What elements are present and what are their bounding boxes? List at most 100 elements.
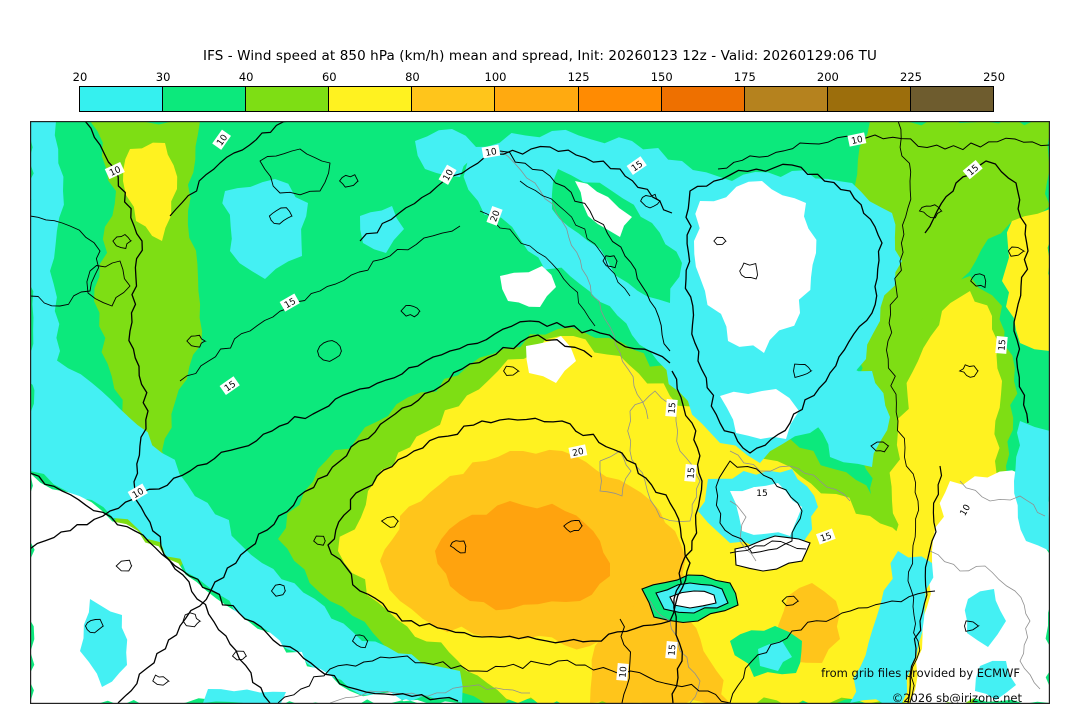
contour-label: 15 bbox=[815, 528, 836, 545]
contour-label-box bbox=[753, 487, 771, 498]
colorbar-segment-1 bbox=[162, 87, 246, 111]
fill-region-cyan-34 bbox=[964, 589, 1006, 647]
spread-contour-layer bbox=[30, 121, 1050, 704]
spread-contour-island-8 bbox=[918, 204, 943, 219]
colorbar-tick-20: 20 bbox=[72, 70, 88, 84]
wind-speed-map: 1010101015151020151510201515151510151510… bbox=[30, 121, 1050, 704]
contour-label-value: 15 bbox=[687, 467, 698, 479]
colorbar-tick-125: 125 bbox=[567, 70, 590, 84]
spread-contour-7 bbox=[327, 417, 691, 644]
spread-contour-12 bbox=[179, 225, 461, 382]
colorbar-segment-4 bbox=[411, 87, 495, 111]
coastline-0 bbox=[499, 150, 649, 420]
colorbar-tick-150: 150 bbox=[650, 70, 673, 84]
contour-label-box bbox=[665, 399, 678, 417]
contour-label-value: 15 bbox=[668, 402, 679, 414]
fill-region-chartreuse-0 bbox=[90, 121, 202, 626]
colorbar-tick-175: 175 bbox=[733, 70, 756, 84]
spread-contour-2 bbox=[359, 145, 673, 242]
fill-region-yellow-6 bbox=[123, 142, 178, 241]
contour-label-value: 10 bbox=[485, 147, 498, 159]
contour-label: 20 bbox=[568, 444, 588, 459]
spread-contour-24 bbox=[907, 465, 943, 704]
spread-contour-island-12 bbox=[563, 519, 583, 533]
contour-label: 10 bbox=[104, 161, 125, 180]
coastline-8 bbox=[329, 684, 530, 704]
contour-label-box bbox=[626, 156, 647, 175]
contour-label-value: 15 bbox=[819, 531, 833, 544]
fill-region-white-19 bbox=[30, 473, 458, 704]
spread-contour-23 bbox=[729, 540, 807, 554]
spread-contour-island-23 bbox=[640, 193, 661, 209]
contour-label-value: 20 bbox=[572, 447, 586, 459]
fill-region-cyan-20 bbox=[80, 599, 128, 687]
spread-contour-0 bbox=[84, 121, 271, 704]
colorbar-segment-9 bbox=[826, 87, 910, 111]
fill-region-cyan-33 bbox=[850, 551, 934, 704]
spread-contour-island-18 bbox=[270, 583, 287, 597]
contour-label-box bbox=[962, 159, 983, 180]
spread-contour-22 bbox=[479, 210, 596, 327]
contour-label-box bbox=[847, 132, 867, 147]
map-container: 10 10 10 10 15 15 10 20 15 15 10 20 15 15 15 15 10 15 15 10… bbox=[30, 121, 1050, 704]
spread-contour-4 bbox=[924, 160, 1029, 424]
contour-label-value: 10 bbox=[619, 666, 630, 679]
spread-contour-14 bbox=[886, 121, 921, 704]
contour-label: 10 bbox=[616, 663, 630, 681]
spread-contour-island-13 bbox=[449, 540, 467, 554]
contour-label-box bbox=[815, 528, 836, 545]
spread-contour-island-0 bbox=[268, 207, 293, 225]
coastline-6 bbox=[929, 550, 1041, 690]
spread-contour-13 bbox=[684, 163, 883, 454]
fill-region-white-40 bbox=[669, 590, 717, 609]
fill-region-yellow-7 bbox=[1002, 209, 1050, 351]
coastline-5 bbox=[729, 500, 757, 562]
spread-contour-island-3 bbox=[186, 334, 207, 348]
colorbar-segment-0 bbox=[80, 87, 163, 111]
spread-contour-island-10 bbox=[793, 363, 813, 378]
colorbar-tick-100: 100 bbox=[484, 70, 507, 84]
spread-contour-island-19 bbox=[351, 634, 369, 649]
fill-region-white-30 bbox=[730, 483, 802, 536]
spread-contour-island-1 bbox=[338, 174, 359, 188]
fill-region-white-25 bbox=[694, 181, 817, 353]
spread-contour-1 bbox=[169, 121, 293, 217]
spread-contour-island-17 bbox=[84, 618, 104, 634]
contour-label: 15 bbox=[684, 464, 697, 482]
colorbar-segment-10 bbox=[909, 87, 994, 111]
colorbar-segment-2 bbox=[245, 87, 329, 111]
contour-label-value: 15 bbox=[756, 489, 767, 499]
spread-contour-20 bbox=[499, 150, 671, 352]
contour-label: 15 bbox=[753, 487, 771, 499]
spread-contour-10 bbox=[715, 460, 803, 554]
fill-region-white-32 bbox=[910, 467, 1050, 704]
spread-contour-island-27 bbox=[313, 535, 326, 546]
spread-contour-island-4 bbox=[317, 340, 342, 362]
fill-region-white-24 bbox=[575, 181, 632, 237]
spread-contour-island-29 bbox=[152, 674, 170, 686]
contour-label: 15 bbox=[995, 336, 1008, 354]
contour-label: 10 bbox=[481, 144, 501, 159]
spread-contour-21 bbox=[519, 180, 631, 297]
fill-region-cyan-36 bbox=[1014, 421, 1050, 551]
colorbar-tick-80: 80 bbox=[405, 70, 420, 84]
fill-region-cyan-16 bbox=[415, 129, 476, 177]
spread-contour-island-26 bbox=[380, 516, 400, 528]
colorbar-segment-8 bbox=[743, 87, 827, 111]
spread-contour-island-2 bbox=[112, 233, 133, 250]
colorbar-tick-225: 225 bbox=[900, 70, 922, 84]
spread-contour-island-16 bbox=[231, 650, 248, 661]
colorbar-segment-6 bbox=[577, 87, 661, 111]
spread-contour-15 bbox=[277, 655, 731, 704]
spread-contour-island-28 bbox=[964, 620, 980, 632]
colorbar-tick-250: 250 bbox=[983, 70, 1006, 84]
map-frame bbox=[30, 121, 1050, 704]
contour-label-box bbox=[568, 444, 588, 459]
contour-label-box bbox=[104, 161, 125, 180]
coastline-7 bbox=[959, 480, 1046, 517]
spread-contour-16 bbox=[729, 590, 936, 704]
colorbar-tick-row: 20 30 40 60 80 100 125 150 175 200 225 250 bbox=[0, 70, 1080, 84]
spread-contour-island-20 bbox=[781, 595, 800, 607]
contour-label-value: 15 bbox=[668, 644, 679, 656]
